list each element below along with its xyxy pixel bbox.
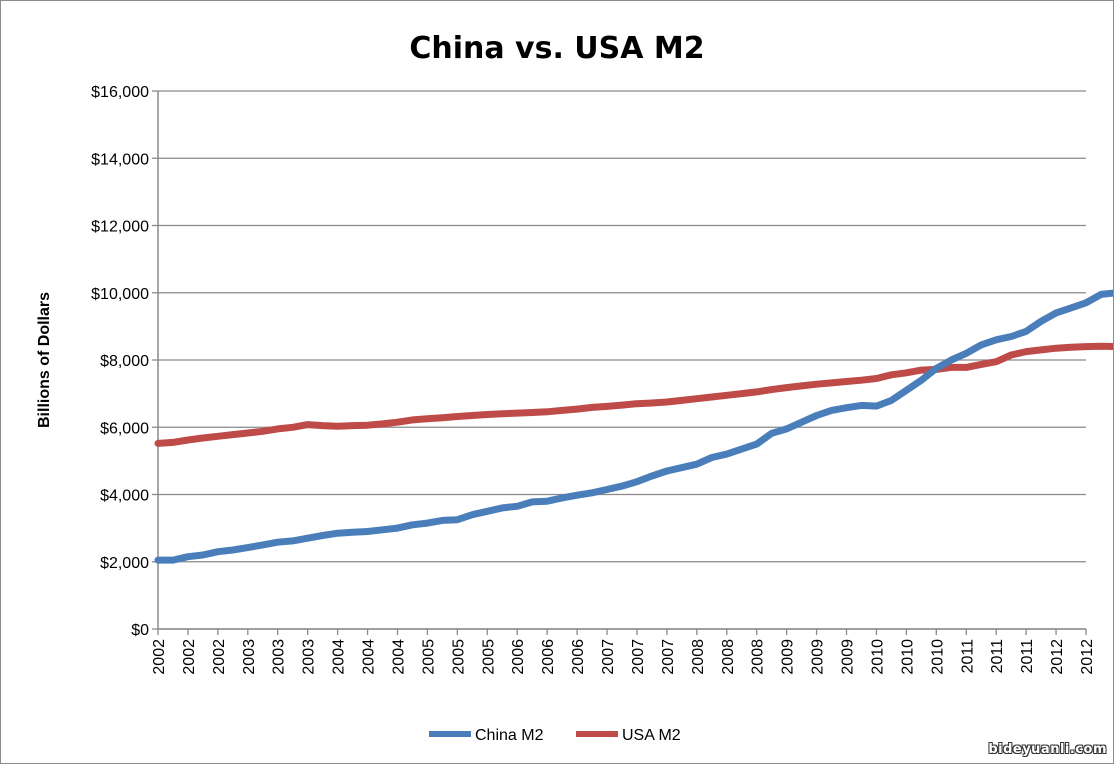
x-tick-label: 2008 (720, 639, 737, 675)
x-tick-label: 2004 (331, 639, 348, 675)
x-tick-label: 2003 (271, 639, 288, 675)
series-line-usa-m2 (154, 342, 1113, 447)
x-tick-label: 2008 (750, 639, 767, 675)
watermark: bideyuanli.com (988, 742, 1107, 757)
x-tick-label: 2002 (211, 639, 228, 675)
y-tick-label: $8,000 (100, 353, 149, 370)
y-tick-label: $16,000 (91, 84, 149, 101)
x-tick-label: 2011 (959, 639, 976, 674)
x-tick-label: 2011 (1019, 639, 1036, 674)
x-tick-label: 2003 (301, 639, 318, 675)
x-tick-label: 2007 (630, 639, 647, 675)
x-tick-label: 2006 (570, 639, 587, 675)
x-tick-label: 2009 (780, 639, 797, 675)
y-tick-label: $0 (131, 622, 149, 639)
y-tick-label: $6,000 (100, 420, 149, 437)
x-tick-label: 2004 (390, 639, 407, 675)
x-tick-label: 2002 (151, 639, 168, 675)
y-tick-label: $4,000 (100, 488, 149, 505)
x-tick-label: 2005 (480, 639, 497, 675)
x-tick-label: 2012 (1079, 639, 1096, 675)
x-tick-label: 2010 (899, 639, 916, 675)
x-tick-label: 2006 (510, 639, 527, 675)
x-tick-label: 2007 (600, 639, 617, 675)
y-tick-label: $2,000 (100, 555, 149, 572)
x-tick-label: 2005 (450, 639, 467, 675)
y-tick-label: $10,000 (91, 286, 149, 303)
x-tick-label: 2010 (869, 639, 886, 675)
legend-label: USA M2 (622, 727, 681, 744)
x-tick-label: 2010 (929, 639, 946, 675)
x-tick-label: 2002 (181, 639, 198, 675)
series-line-china-m2 (154, 289, 1113, 564)
legend-label: China M2 (475, 727, 544, 744)
x-tick-label: 2004 (361, 639, 378, 675)
x-tick-label: 2012 (1049, 639, 1066, 675)
x-tick-label: 2007 (660, 639, 677, 675)
x-tick-label: 2009 (840, 639, 857, 675)
x-tick-label: 2009 (810, 639, 827, 675)
x-tick-label: 2003 (241, 639, 258, 675)
x-tick-label: 2008 (690, 639, 707, 675)
y-tick-label: $14,000 (91, 151, 149, 168)
x-tick-label: 2006 (540, 639, 557, 675)
x-tick-label: 2011 (989, 639, 1006, 674)
y-axis-label: Billions of Dollars (36, 292, 53, 428)
chart-title: China vs. USA M2 (409, 31, 704, 66)
y-tick-label: $12,000 (91, 219, 149, 236)
x-tick-label: 2005 (420, 639, 437, 675)
